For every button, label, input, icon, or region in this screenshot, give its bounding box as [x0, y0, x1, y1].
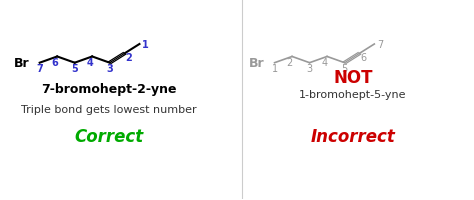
- Text: Br: Br: [249, 57, 264, 70]
- Text: 5: 5: [341, 63, 348, 73]
- Text: 1: 1: [142, 40, 149, 50]
- Text: 6: 6: [360, 52, 366, 62]
- Text: 4: 4: [322, 57, 328, 67]
- Text: NOT: NOT: [333, 69, 373, 86]
- Text: 5: 5: [71, 63, 78, 73]
- Text: 1-bromohept-5-yne: 1-bromohept-5-yne: [299, 89, 407, 99]
- Text: 3: 3: [307, 63, 313, 73]
- Text: 1: 1: [272, 63, 278, 73]
- Text: Triple bond gets lowest number: Triple bond gets lowest number: [21, 105, 197, 115]
- Text: Br: Br: [14, 57, 29, 70]
- Text: 3: 3: [106, 63, 113, 73]
- Text: 7: 7: [377, 40, 383, 50]
- Text: Incorrect: Incorrect: [310, 128, 395, 146]
- Text: 2: 2: [287, 57, 293, 67]
- Text: 4: 4: [87, 57, 93, 67]
- Text: 6: 6: [52, 57, 58, 67]
- Text: 2: 2: [125, 52, 132, 62]
- Text: Correct: Correct: [74, 128, 144, 146]
- Text: 7: 7: [36, 63, 43, 73]
- Text: 7-bromohept-2-yne: 7-bromohept-2-yne: [41, 82, 176, 95]
